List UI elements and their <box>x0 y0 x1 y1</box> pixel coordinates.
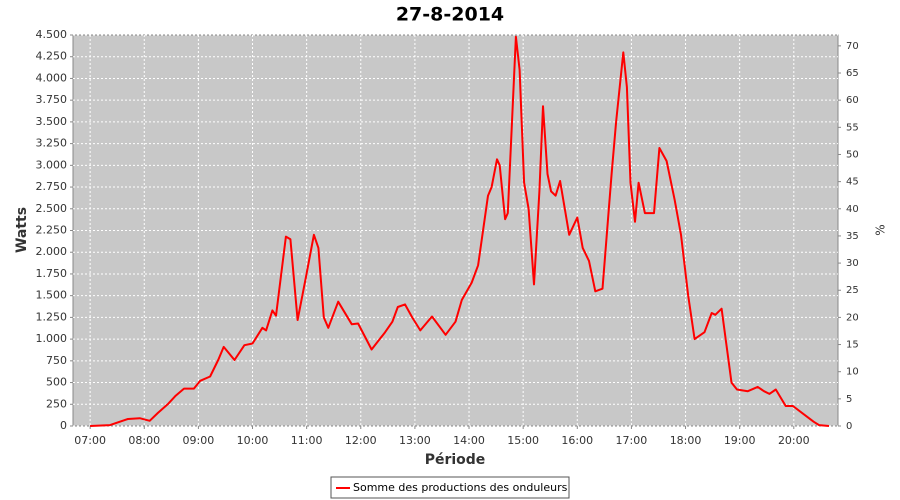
chart-title: 27-8-2014 <box>396 4 504 26</box>
y-tick-label: 1.250 <box>36 310 68 323</box>
y2-tick-label: 30 <box>846 258 859 269</box>
legend-label: Somme des productions des onduleurs <box>353 481 568 494</box>
y2-axis-label: % <box>874 224 888 235</box>
y2-tick-label: 35 <box>846 231 859 242</box>
x-tick-label: 17:00 <box>616 434 648 447</box>
y2-tick-label: 45 <box>846 177 859 188</box>
y-tick-label: 1.000 <box>36 332 68 345</box>
x-tick-label: 13:00 <box>399 434 431 447</box>
x-tick-label: 16:00 <box>561 434 593 447</box>
x-tick-label: 18:00 <box>670 434 702 447</box>
y-tick-label: 2.250 <box>36 224 68 237</box>
y-tick-label: 1.750 <box>36 267 68 280</box>
y2-tick-label: 25 <box>846 285 859 296</box>
y-tick-label: 2.000 <box>36 245 68 258</box>
y-tick-label: 4.250 <box>36 50 68 63</box>
y2-tick-label: 10 <box>846 367 859 378</box>
x-tick-label: 07:00 <box>74 434 106 447</box>
x-tick-label: 15:00 <box>507 434 539 447</box>
y2-tick-label: 15 <box>846 340 859 351</box>
data-line <box>90 35 830 427</box>
x-tick-label: 20:00 <box>778 434 810 447</box>
plot-area <box>72 34 839 427</box>
y2-tick-label: 70 <box>846 41 859 52</box>
x-tick-label: 11:00 <box>291 434 323 447</box>
x-tick-label: 10:00 <box>237 434 269 447</box>
y2-tick-label: 40 <box>846 204 859 215</box>
y-tick-label: 250 <box>46 397 67 410</box>
y-tick-label: 3.250 <box>36 137 68 150</box>
y-tick-label: 3.500 <box>36 115 68 128</box>
y-tick-label: 2.750 <box>36 180 68 193</box>
y-tick-label: 500 <box>46 376 67 389</box>
y2-tick-label: 20 <box>846 312 859 323</box>
y-tick-label: 2.500 <box>36 202 68 215</box>
x-tick-label: 14:00 <box>453 434 485 447</box>
y-tick-label: 4.000 <box>36 71 68 84</box>
x-tick-label: 09:00 <box>183 434 215 447</box>
x-axis-label: Période <box>425 452 486 468</box>
y2-tick-label: 5 <box>846 394 852 405</box>
y-tick-label: 3.000 <box>36 158 68 171</box>
x-tick-label: 19:00 <box>724 434 756 447</box>
y-tick-label: 4.500 <box>36 28 68 41</box>
legend-box <box>330 476 570 499</box>
y2-tick-label: 50 <box>846 149 859 160</box>
y2-tick-label: 55 <box>846 122 859 133</box>
x-tick-label: 12:00 <box>345 434 377 447</box>
y2-tick-label: 60 <box>846 95 859 106</box>
y-tick-label: 3.750 <box>36 93 68 106</box>
y2-tick-label: 0 <box>846 421 852 432</box>
y-axis-label: Watts <box>14 207 30 253</box>
y-tick-label: 1.500 <box>36 289 68 302</box>
y2-tick-label: 65 <box>846 68 859 79</box>
y-tick-label: 750 <box>46 354 67 367</box>
y-tick-label: 0 <box>60 419 67 432</box>
x-tick-label: 08:00 <box>128 434 160 447</box>
